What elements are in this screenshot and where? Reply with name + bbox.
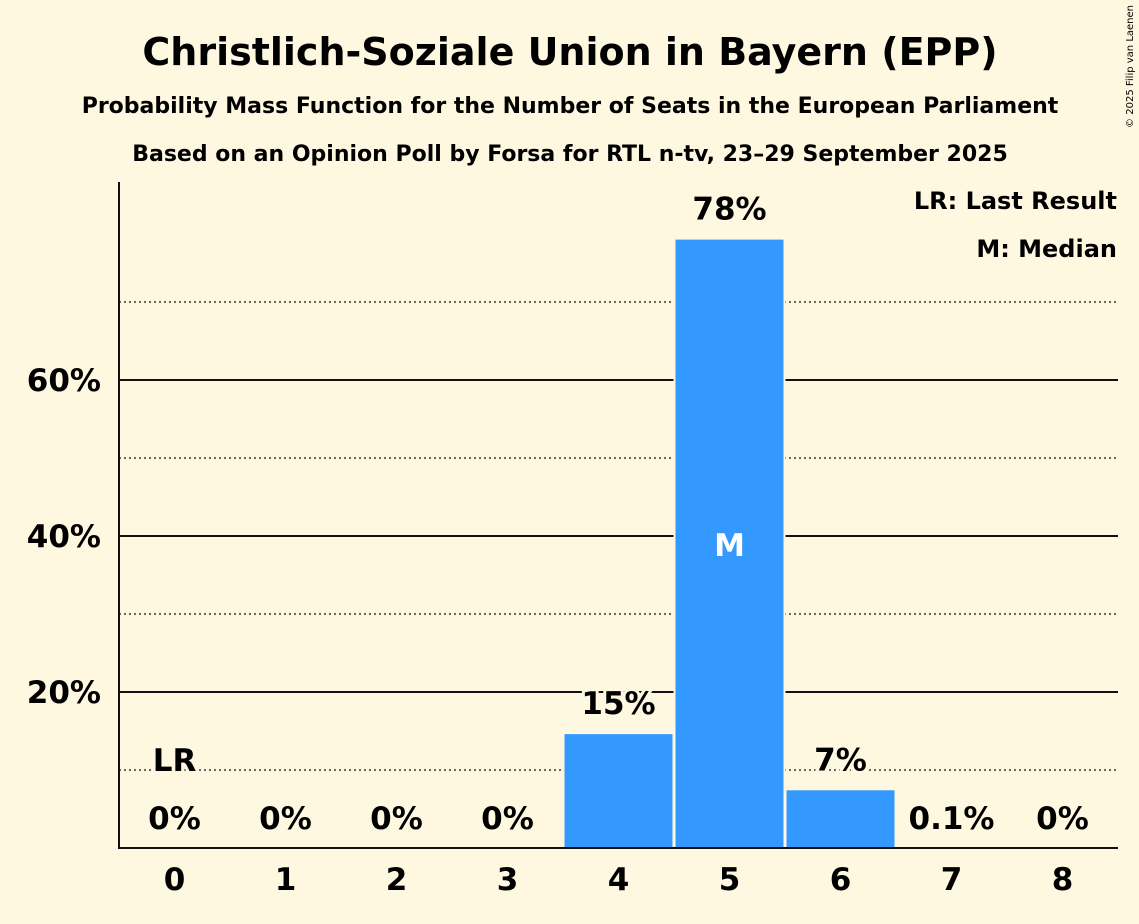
x-tick-label: 5 — [719, 862, 741, 898]
median-marker: M — [714, 528, 745, 564]
chart-title: Christlich-Soziale Union in Bayern (EPP) — [142, 30, 997, 74]
bars — [562, 237, 897, 849]
x-tick-label: 0 — [164, 862, 186, 898]
x-tick-label: 8 — [1052, 862, 1074, 898]
chart-subtitle: Probability Mass Function for the Number… — [82, 94, 1059, 119]
value-label-seat-7: 0.1% — [909, 801, 995, 837]
data-labels: 0% 0% 0% 0% 15% 78% 7% 0.1% 0% LR M — [145, 189, 1092, 840]
x-tick-label: 6 — [830, 862, 852, 898]
x-tick-label: 2 — [386, 862, 408, 898]
legend-median: M: Median — [976, 235, 1117, 263]
bar-seat-5 — [675, 239, 784, 849]
y-tick-label: 60% — [27, 363, 101, 399]
bar-seat-6 — [786, 790, 895, 848]
y-tick-label: 20% — [27, 675, 101, 711]
x-tick-label: 7 — [941, 862, 963, 898]
y-tick-label: 40% — [27, 519, 101, 555]
value-label-seat-1: 0% — [259, 801, 312, 837]
x-tick-label: 4 — [608, 862, 630, 898]
value-label-seat-3: 0% — [481, 801, 534, 837]
x-tick-label: 1 — [275, 862, 297, 898]
chart-source: Based on an Opinion Poll by Forsa for RT… — [132, 142, 1008, 167]
x-tick-label: 3 — [497, 862, 519, 898]
last-result-marker: LR — [153, 743, 197, 779]
bar-seat-4 — [564, 734, 673, 848]
value-label-seat-8: 0% — [1036, 801, 1089, 837]
value-label-seat-6: 7% — [814, 742, 867, 778]
axes: 20% 40% 60% 0 1 2 3 4 5 6 7 8 — [27, 182, 1118, 898]
value-label-seat-4: 15% — [581, 686, 655, 722]
value-label-seat-2: 0% — [370, 801, 423, 837]
gridlines — [119, 301, 1118, 771]
value-label-seat-0: 0% — [148, 801, 201, 837]
legend-last-result: LR: Last Result — [914, 187, 1117, 215]
value-label-seat-5: 78% — [692, 192, 766, 228]
copyright-notice: © 2025 Filip van Laenen — [1125, 5, 1136, 128]
